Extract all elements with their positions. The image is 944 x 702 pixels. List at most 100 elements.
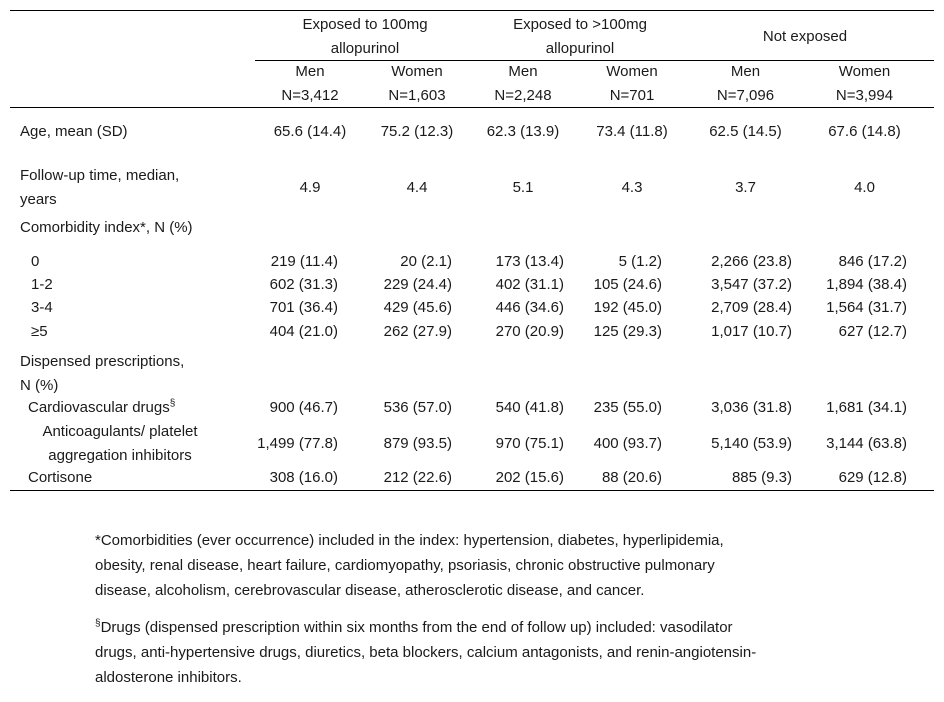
row-label-comorbidity-index: Comorbidity index*, N (%) <box>20 219 193 236</box>
table-cell: 879 (93.5) <box>383 435 452 452</box>
table-cell: 701 (36.4) <box>269 299 338 316</box>
table-cell: 88 (20.6) <box>601 469 662 486</box>
table-cell: 2,709 (28.4) <box>711 299 792 316</box>
table-cell: 75.2 (12.3) <box>380 123 454 140</box>
table-cell: 73.4 (11.8) <box>596 123 668 140</box>
footnote-line: aldosterone inhibitors. <box>95 669 242 686</box>
table-cell: 219 (11.4) <box>270 253 338 270</box>
table-bottom-rule <box>10 490 934 491</box>
table-footnotes: *Comorbidities (ever occurrence) include… <box>95 528 925 702</box>
table-cell: 429 (45.6) <box>383 299 452 316</box>
row-label-line: years <box>20 191 57 208</box>
table-cell: 262 (27.9) <box>383 323 452 340</box>
table-cell: 5 (1.2) <box>618 253 662 270</box>
group-header-line: allopurinol <box>545 40 615 57</box>
subheader-n: N=701 <box>609 87 655 104</box>
table-cell: 202 (15.6) <box>495 469 564 486</box>
row-label-anticoagulants: Anticoagulants/ platelet aggregation inh… <box>15 420 225 468</box>
subheader-n: N=3,994 <box>835 87 894 104</box>
table-cell: 308 (16.0) <box>269 469 338 486</box>
subheader-sex: Men <box>730 63 761 80</box>
table-cell: 125 (29.3) <box>593 323 662 340</box>
subheader-n: N=1,603 <box>388 87 446 104</box>
baseline-characteristics-table: Exposed to 100mg allopurinol Exposed to … <box>10 10 934 491</box>
table-cell: 900 (46.7) <box>269 399 338 416</box>
group-header-line: allopurinol <box>330 40 400 57</box>
table-cell: 3,144 (63.8) <box>826 435 907 452</box>
subheader-sex: Women <box>391 63 443 80</box>
row-label-line: Follow-up time, median, <box>20 167 180 184</box>
subheader-men-not-exposed: Men N=7,096 <box>688 60 803 108</box>
table-cell: 1,564 (31.7) <box>826 299 907 316</box>
subheader-women-100mg: Women N=1,603 <box>362 60 472 108</box>
subheader-n: N=3,412 <box>281 87 339 104</box>
group-header-not-exposed: Not exposed <box>695 25 915 49</box>
table-cell: 446 (34.6) <box>495 299 564 316</box>
table-cell: 67.6 (14.8) <box>828 123 901 140</box>
footnote-line: obesity, renal disease, heart failure, c… <box>95 557 715 574</box>
subheader-women-over-100mg: Women N=701 <box>577 60 687 108</box>
subheader-n: N=7,096 <box>716 87 775 104</box>
footnote-drugs: §Drugs (dispensed prescription within si… <box>95 615 925 690</box>
table-cell: 5,140 (53.9) <box>711 435 792 452</box>
group-header-100mg: Exposed to 100mg allopurinol <box>255 13 475 61</box>
table-cell: 105 (24.6) <box>593 276 662 293</box>
table-cell: 1,499 (77.8) <box>257 435 338 452</box>
row-label-age: Age, mean (SD) <box>20 123 128 140</box>
footnote-comorbidities: *Comorbidities (ever occurrence) include… <box>95 528 925 603</box>
table-cell: 212 (22.6) <box>383 469 452 486</box>
table-cell: 540 (41.8) <box>495 399 564 416</box>
table-cell: 1,894 (38.4) <box>826 276 907 293</box>
row-label-dispensed-prescriptions: Dispensed prescriptions, N (%) <box>20 350 184 398</box>
table-cell: 602 (31.3) <box>269 276 338 293</box>
row-label-comorbidity-1-2: 1-2 <box>31 276 53 293</box>
table-cell: 65.6 (14.4) <box>273 123 347 140</box>
row-label-cardiovascular-drugs: Cardiovascular drugs§ <box>28 396 175 420</box>
table-cell: 3,547 (37.2) <box>711 276 792 293</box>
table-cell: 629 (12.8) <box>838 469 907 486</box>
row-label-follow-up: Follow-up time, median, years <box>20 164 179 212</box>
subheader-sex: Men <box>295 63 325 80</box>
subheader-sex: Men <box>508 63 538 80</box>
section-mark: § <box>95 618 101 629</box>
row-label-cortisone: Cortisone <box>28 469 93 486</box>
subheader-n: N=2,248 <box>494 87 552 104</box>
row-label-comorbidity-0: 0 <box>31 253 40 270</box>
table-cell: 270 (20.9) <box>495 323 564 340</box>
table-cell: 173 (13.4) <box>495 253 564 270</box>
table-cell: 2,266 (23.8) <box>711 253 792 270</box>
subheader-women-not-exposed: Women N=3,994 <box>807 60 922 108</box>
subheader-men-over-100mg: Men N=2,248 <box>468 60 578 108</box>
table-cell: 62.5 (14.5) <box>709 123 782 140</box>
table-cell: 846 (17.2) <box>838 253 907 270</box>
table-cell: 20 (2.1) <box>400 253 452 270</box>
table-cell: 970 (75.1) <box>495 435 564 452</box>
table-cell: 62.3 (13.9) <box>486 123 560 140</box>
row-label-comorbidity-5plus: ≥5 <box>31 323 48 340</box>
table-cell: 536 (57.0) <box>383 399 452 416</box>
row-label-line: Dispensed prescriptions, <box>20 353 185 370</box>
table-cell: 229 (24.4) <box>383 276 452 293</box>
row-label-line: aggregation inhibitors <box>48 447 192 464</box>
subheader-sex: Women <box>606 63 658 80</box>
table-cell: 1,681 (34.1) <box>826 399 907 416</box>
table-cell: 5.1 <box>512 179 534 196</box>
table-cell: 4.9 <box>299 179 321 196</box>
subheader-men-100mg: Men N=3,412 <box>255 60 365 108</box>
row-label-text: Cardiovascular drugs <box>28 399 170 416</box>
table-cell: 400 (93.7) <box>593 435 662 452</box>
table-cell: 4.0 <box>854 179 875 196</box>
table-cell: 1,017 (10.7) <box>711 323 792 340</box>
table-cell: 3,036 (31.8) <box>711 399 792 416</box>
footnote-text: Drugs (dispensed prescription within six… <box>100 619 733 636</box>
group-header-over-100mg: Exposed to >100mg allopurinol <box>470 13 690 61</box>
table-cell: 627 (12.7) <box>838 323 907 340</box>
group-header-line: Exposed to >100mg <box>513 16 647 33</box>
table-cell: 4.3 <box>621 179 643 196</box>
group-header-line: Exposed to 100mg <box>302 16 428 33</box>
table-cell: 885 (9.3) <box>731 469 792 486</box>
row-label-line: N (%) <box>20 377 59 394</box>
table-cell: 235 (55.0) <box>593 399 662 416</box>
group-header-rule <box>255 60 934 61</box>
footnote-line: *Comorbidities (ever occurrence) include… <box>95 532 724 549</box>
